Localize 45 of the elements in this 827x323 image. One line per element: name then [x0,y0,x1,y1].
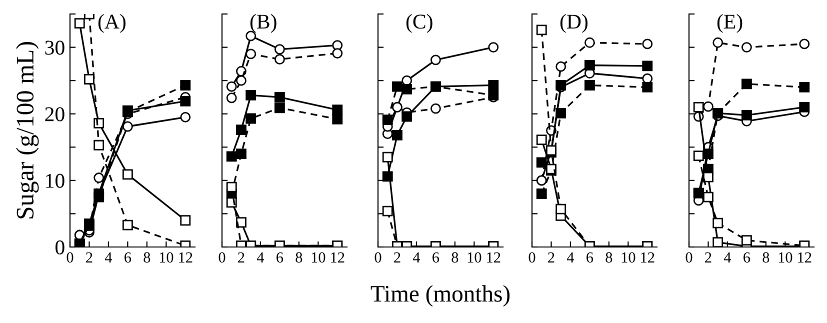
x-tick-label: 6 [124,252,132,263]
x-tick-label: 12 [798,252,812,262]
x-tick-label: 12 [179,252,192,262]
x-tick-label: 12 [641,252,654,262]
chart-title: (C) [406,14,432,33]
x-tick-label: 2 [394,252,400,262]
x-tick-label: 10 [160,252,174,263]
y-tick-label: 10 [46,174,64,188]
chart-title: (B) [250,14,276,33]
x-tick-label: 8 [144,252,150,263]
x-tick-label: 8 [452,252,458,263]
x-tick-label: 12 [487,252,500,262]
x-tick-label: 0 [686,252,692,263]
x-axis-title: Time (months) [370,285,510,307]
x-tick-label: 2 [238,252,244,262]
x-tick-label: 8 [606,252,612,263]
y-tick-label: 20 [45,107,64,122]
y-tick-label: 30 [45,40,64,55]
x-tick-label: 0 [528,252,536,263]
x-tick-label: 0 [374,252,382,263]
x-tick-label: 2 [548,252,554,262]
x-tick-label: 6 [276,252,284,263]
x-tick-label: 10 [622,252,636,263]
x-tick-label: 12 [331,252,344,262]
x-tick-label: 4 [104,252,112,262]
x-tick-label: 2 [705,252,712,262]
x-tick-label: 6 [744,252,750,263]
x-tick-label: 2 [86,252,92,262]
x-tick-label: 0 [66,252,74,263]
x-tick-label: 10 [778,252,792,263]
x-tick-label: 4 [412,252,420,262]
x-tick-label: 4 [256,252,264,262]
x-tick-label: 10 [312,252,326,263]
x-tick-label: 6 [432,252,440,263]
chart-title: (E) [717,14,742,33]
y-axis-title: Sugar (g/100 mL) [16,42,39,218]
x-tick-label: 8 [762,252,770,263]
x-tick-label: 6 [586,252,594,263]
x-tick-label: 10 [468,252,482,263]
x-tick-label: 4 [566,252,574,262]
x-tick-label: 0 [218,252,226,263]
x-tick-label: 8 [296,252,302,263]
chart-title: (D) [560,14,588,33]
x-tick-label: 4 [724,252,732,262]
chart-title: (A) [98,14,126,33]
